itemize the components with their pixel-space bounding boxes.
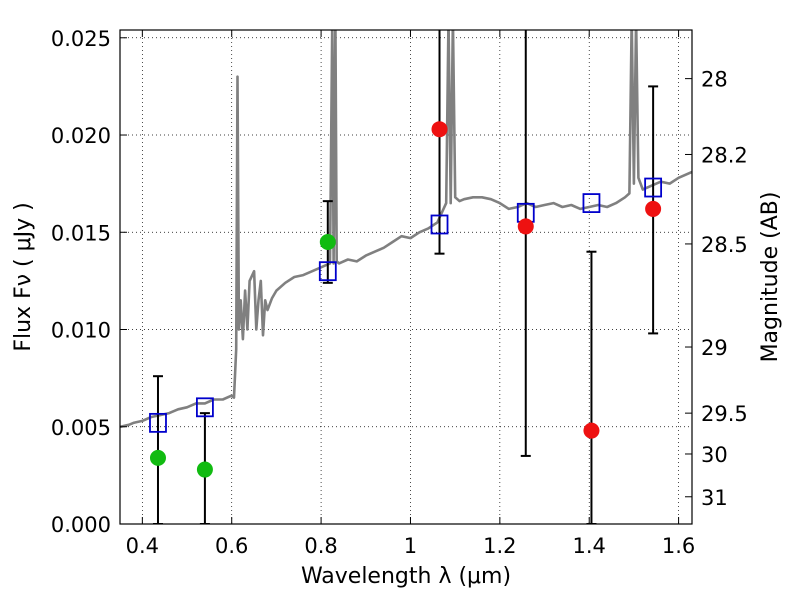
x-tick-label: 0.8 xyxy=(304,534,337,558)
y-tick-label: 0.005 xyxy=(51,416,111,440)
green-data-point xyxy=(149,449,166,466)
error-bar xyxy=(520,30,531,457)
model-band-box xyxy=(430,214,449,235)
right-tick-label: 28 xyxy=(701,68,728,92)
model-band-box xyxy=(644,177,663,198)
right-tick-labels: 28 28.2 28.5 29 29.5 30 31 xyxy=(701,68,748,510)
right-tick-label: 28.5 xyxy=(701,233,748,257)
x-tick-label: 1.4 xyxy=(573,534,606,558)
x-tick-label: 1 xyxy=(404,534,417,558)
green-data-point xyxy=(319,233,336,250)
y-tick-labels: 0.000 0.005 0.010 0.015 0.020 0.025 xyxy=(51,27,111,537)
y-axis-label: Flux Fν ( μJy ) xyxy=(11,202,36,351)
y-tick-label: 0.015 xyxy=(51,221,111,245)
model-band-box xyxy=(196,397,214,418)
model-band-box xyxy=(582,193,601,213)
y-tick-label: 0.000 xyxy=(51,513,111,537)
red-data-point xyxy=(517,218,534,235)
model-spectrum-line xyxy=(120,30,692,429)
right-tick-label: 29 xyxy=(701,336,728,360)
right-axis-label: Magnitude (AB) xyxy=(758,192,783,363)
right-tick-label: 28.2 xyxy=(701,143,748,167)
right-tick-label: 29.5 xyxy=(701,402,748,426)
plot-area xyxy=(120,30,692,524)
x-tick-label: 1.2 xyxy=(483,534,516,558)
red-data-point xyxy=(583,422,600,439)
model-band-box xyxy=(318,261,337,282)
red-data-point xyxy=(645,200,662,217)
red-data-point xyxy=(431,121,448,138)
green-data-point xyxy=(196,461,213,478)
x-tick-labels: 0.4 0.6 0.8 1 1.2 1.4 1.6 xyxy=(126,534,696,558)
x-axis-label: Wavelength λ (μm) xyxy=(301,564,511,589)
x-tick-label: 0.6 xyxy=(215,534,248,558)
error-bar xyxy=(586,250,597,524)
axis-ticks xyxy=(120,30,692,525)
y-tick-label: 0.010 xyxy=(51,319,111,343)
x-tick-label: 0.4 xyxy=(126,534,159,558)
model-band-box xyxy=(149,412,167,433)
right-tick-label: 31 xyxy=(701,486,728,510)
y-tick-label: 0.025 xyxy=(51,27,111,51)
plot-frame xyxy=(119,29,693,525)
y-tick-label: 0.020 xyxy=(51,124,111,148)
right-tick-label: 30 xyxy=(701,443,728,467)
x-tick-label: 1.6 xyxy=(662,534,695,558)
